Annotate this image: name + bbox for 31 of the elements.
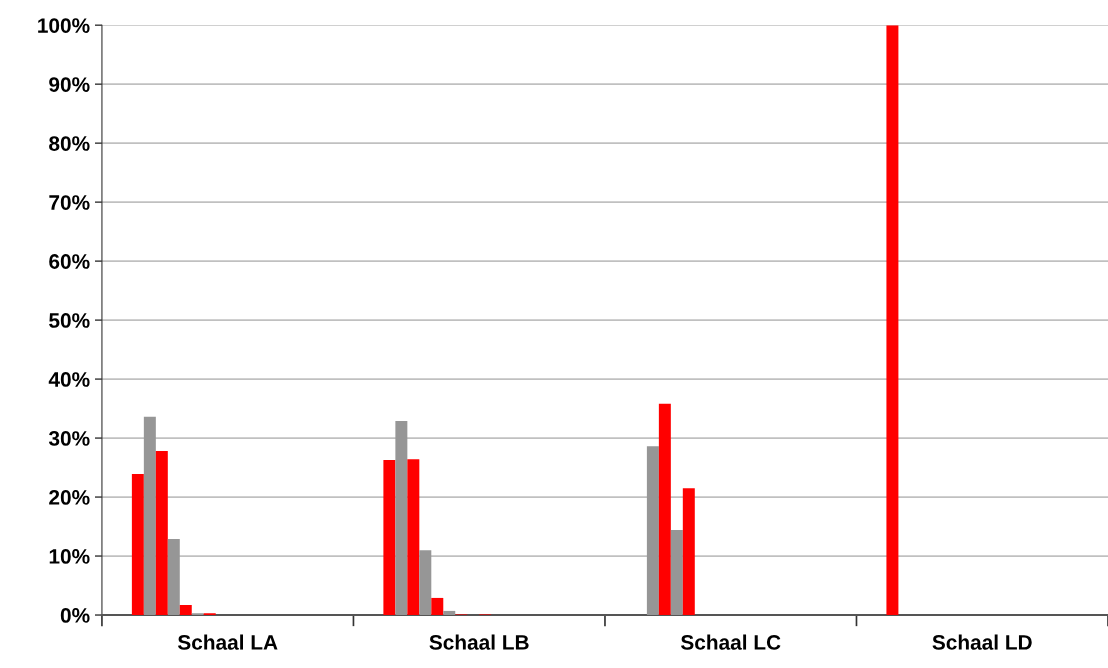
x-tick-label: Schaal LB [429, 634, 529, 650]
y-tick-label: 20% [49, 490, 90, 505]
x-tick-label: Schaal LA [177, 634, 278, 650]
bar [407, 459, 420, 616]
x-tick-label: Schaal LC [680, 634, 781, 650]
bar [658, 403, 671, 616]
y-tick-label: 70% [49, 195, 90, 210]
bar [131, 474, 144, 616]
y-tick-label: 10% [49, 549, 90, 564]
y-tick-label: 100% [38, 18, 90, 33]
bar [143, 416, 156, 616]
y-tick-label: 0% [60, 608, 90, 623]
y-tick-label: 80% [49, 136, 90, 151]
bar [443, 610, 456, 616]
bar [682, 488, 695, 616]
y-tick-label: 40% [48, 372, 90, 387]
bar [155, 451, 168, 616]
bar [670, 530, 683, 616]
bar [179, 605, 192, 616]
bar [383, 459, 396, 616]
bar [167, 538, 180, 616]
bar [646, 446, 659, 616]
bar [431, 597, 444, 616]
bar [886, 25, 899, 616]
y-tick-label: 30% [48, 431, 90, 446]
x-tick-label: Schaal LD [932, 634, 1032, 650]
y-tick-label: 90% [49, 77, 90, 92]
bar [419, 550, 432, 616]
bar [395, 420, 408, 616]
y-tick-label: 50% [49, 313, 90, 328]
y-tick-label: 60% [49, 254, 90, 269]
